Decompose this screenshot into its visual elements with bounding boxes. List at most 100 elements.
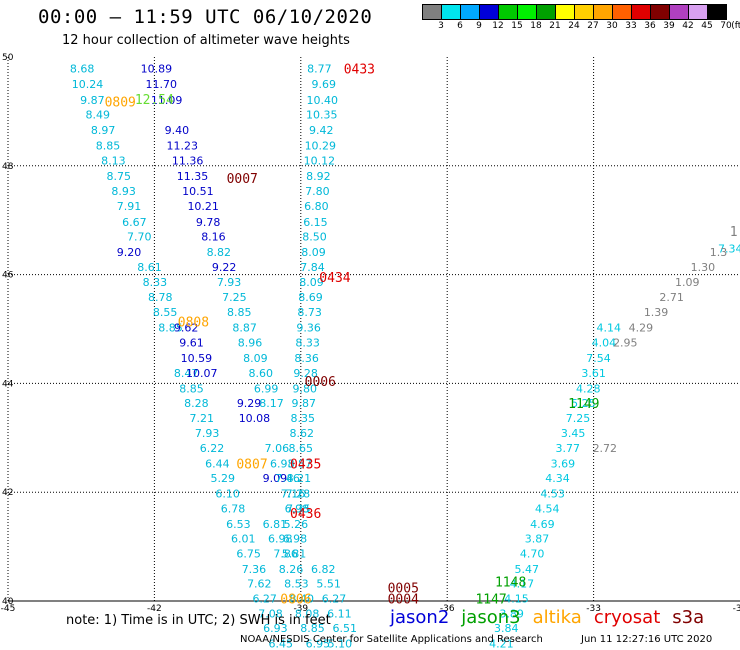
pass-id-label: 0808 [178, 315, 209, 330]
swh-label: 10.89 [141, 62, 173, 75]
swh-label: 9.28 [293, 367, 318, 380]
swh-label: 7.93 [195, 427, 220, 440]
y-tick-label: 46 [2, 271, 14, 281]
swh-label: 8.09 [301, 246, 326, 259]
x-tick-label: -42 [147, 604, 162, 614]
pass-id-label: 0007 [227, 172, 258, 187]
color-scale-label: 3 [438, 21, 444, 31]
swh-label: 6.27 [252, 592, 277, 605]
swh-label: 6.93 [263, 622, 288, 635]
swh-label: 7.35 [286, 503, 311, 516]
swh-label: 9.80 [292, 382, 317, 395]
swh-label: 8.35 [291, 412, 316, 425]
swh-label: 7.25 [566, 412, 591, 425]
swh-label: 6.45 [269, 637, 294, 650]
color-scale-label: 36 [644, 21, 656, 31]
swh-label: 3.61 [581, 367, 606, 380]
swh-label: 6.81 [263, 518, 288, 531]
swh-label: 1.3 [710, 246, 728, 259]
swh-label: 7.21 [189, 412, 214, 425]
swh-label: 6.82 [311, 563, 336, 576]
swh-label: 10.35 [306, 109, 338, 122]
swh-label: 10.07 [186, 367, 218, 380]
swh-label: 8.85 [300, 622, 325, 635]
y-tick-label: 50 [2, 53, 14, 63]
pass-id-label: 0807 [236, 457, 267, 472]
credit-line: NOAA/NESDIS Center for Satellite Applica… [240, 634, 543, 645]
chart-title: 00:00 — 11:59 UTC 06/10/2020 [38, 6, 373, 28]
swh-label: 9.42 [309, 124, 334, 137]
legend-jason2: jason2 [390, 607, 450, 628]
swh-label: 8.82 [207, 246, 232, 259]
swh-label: 8.55 [153, 306, 178, 319]
swh-label: 6.67 [122, 216, 147, 229]
swh-label: 9.36 [296, 321, 321, 334]
swh-label: 8.61 [137, 261, 162, 274]
swh-label: 7.08 [258, 608, 283, 621]
swh-label: 4.53 [540, 487, 565, 500]
swh-label: 7.06 [265, 442, 290, 455]
satellite-legend: jason2 jason3 altika cryosat s3a [390, 607, 716, 628]
swh-label: 5.51 [316, 578, 341, 591]
swh-label: 4.04 [592, 337, 617, 350]
y-tick-label: 44 [2, 379, 14, 389]
swh-label: 2.95 [613, 337, 638, 350]
swh-label: 9.22 [212, 261, 237, 274]
swh-label: 6.98 [283, 532, 308, 545]
swh-label: 4.17 [510, 578, 535, 591]
swh-label: 4.34 [545, 472, 570, 485]
pass-id-label: 0006 [305, 375, 336, 390]
swh-label: 7.84 [300, 261, 325, 274]
color-scale-label: 24 [568, 21, 580, 31]
color-scale-label: 70 [720, 21, 732, 31]
color-scale-label: 30 [606, 21, 618, 31]
swh-label: 8.87 [232, 321, 257, 334]
swh-label: 1.39 [644, 306, 669, 319]
swh-label: 7.16 [281, 487, 306, 500]
swh-label: 10.21 [187, 200, 219, 213]
swh-label: 4.21 [489, 637, 514, 650]
swh-label: 7.25 [222, 291, 247, 304]
pass-id-label: 0806 [280, 592, 311, 607]
legend-s3a: s3a [672, 607, 705, 628]
swh-label: 9.87 [80, 94, 105, 107]
pass-id-label: 0004 [388, 592, 419, 607]
swh-label: 8.17 [259, 397, 284, 410]
swh-label: 9.87 [291, 397, 316, 410]
swh-label: 8.50 [302, 231, 327, 244]
swh-label: 8.16 [201, 231, 226, 244]
color-scale-label: 9 [476, 21, 482, 31]
footnote: note: 1) Time is in UTC; 2) SWH is in fe… [66, 613, 331, 628]
legend-jason3: jason3 [461, 607, 521, 628]
swh-label: 8.21 [287, 472, 312, 485]
swh-label: 8.85 [158, 321, 183, 334]
swh-label: 8.85 [179, 382, 204, 395]
pass-id-label: 12.54 [135, 93, 174, 108]
swh-label: 6.10 [215, 487, 240, 500]
pass-id-label: 0435 [290, 457, 321, 472]
color-scale-label: 6 [457, 21, 463, 31]
swh-label: 11.35 [177, 170, 209, 183]
swh-label: 8.40 [290, 592, 315, 605]
color-scale-label: 39 [663, 21, 675, 31]
swh-label: 6.01 [231, 532, 256, 545]
pass-id-label: 0005 [388, 581, 419, 596]
color-scale-label: 12 [492, 21, 504, 31]
swh-label: 8.73 [297, 306, 322, 319]
swh-label: 10.40 [307, 94, 339, 107]
swh-label: 3.84 [494, 622, 519, 635]
pass-id-label: 1. [730, 225, 740, 240]
swh-label: 4.15 [504, 592, 529, 605]
swh-label: 8.33 [295, 337, 320, 350]
swh-label: 7.28 [286, 487, 311, 500]
swh-label: 9.78 [196, 216, 221, 229]
swh-label: 11.36 [172, 154, 204, 167]
swh-label: 6.51 [332, 622, 357, 635]
swh-label: 6.15 [303, 216, 328, 229]
swh-label: 8.36 [294, 352, 319, 365]
swh-label: 8.60 [249, 367, 274, 380]
swh-label: 5.29 [210, 472, 235, 485]
swh-label: 7.36 [242, 563, 267, 576]
